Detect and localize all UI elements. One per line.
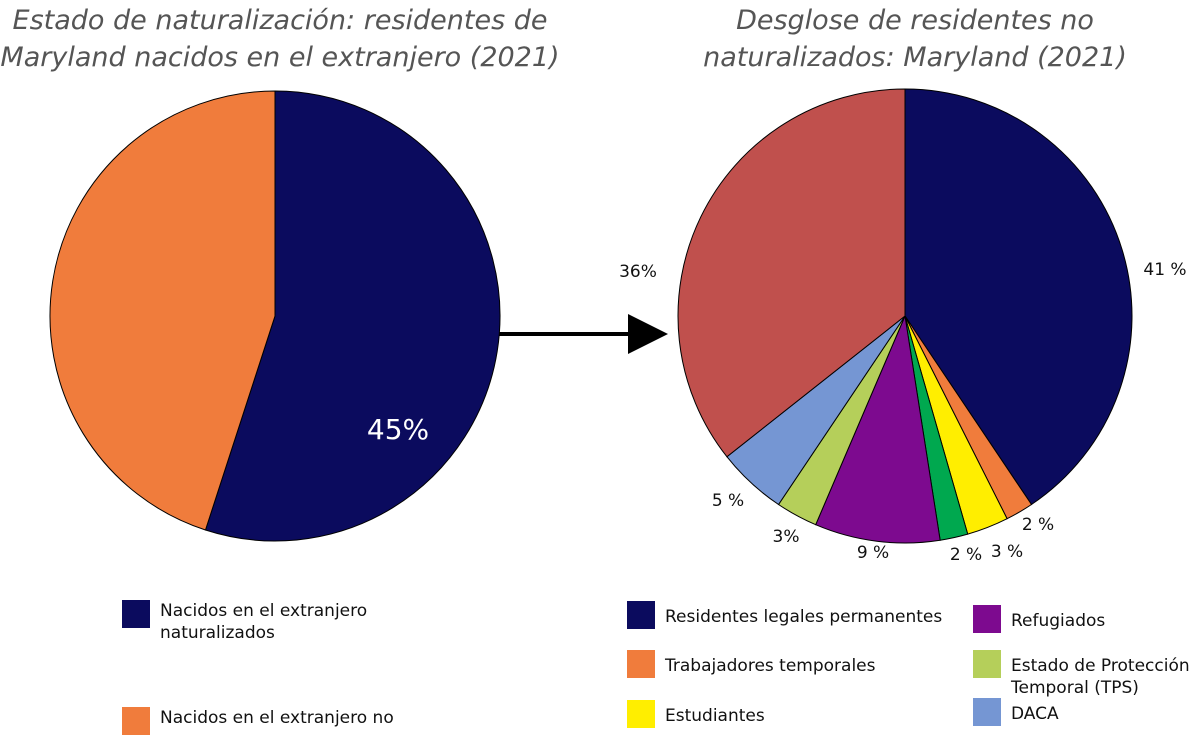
legend-swatch	[627, 601, 655, 629]
data-label: 45%	[367, 413, 429, 446]
data-label: 9 %	[857, 543, 889, 563]
legend-item: Estudiantes	[627, 700, 995, 728]
chart-title: Desglose de residentes no naturalizados:…	[703, 5, 1127, 73]
data-label: 3 %	[991, 542, 1023, 562]
data-label: 5 %	[712, 491, 744, 511]
legend-swatch	[627, 650, 655, 678]
data-label: 3%	[773, 527, 800, 547]
legend-item: Estado de Protección Temporal (TPS)	[973, 650, 1200, 699]
legend-swatch	[973, 650, 1001, 678]
data-label: 36%	[619, 262, 657, 282]
legend-swatch	[122, 600, 150, 628]
legend-item: Trabajadores temporales	[627, 650, 995, 678]
pie-slice	[204, 90, 501, 542]
legend-label: DACA	[1011, 704, 1059, 724]
legend-label: Residentes legales permanentes	[665, 607, 943, 627]
legend-label: Nacidos en el extranjero naturalizados	[160, 601, 368, 643]
legend-item: Nacidos en el extranjero naturalizados	[122, 600, 420, 644]
data-label: 2 %	[1022, 515, 1054, 535]
legend-label: Estudiantes	[665, 706, 765, 726]
chart-title: Estado de naturalización: residentes de …	[0, 5, 560, 73]
legend-label: Refugiados	[1011, 611, 1106, 631]
legend-swatch	[973, 605, 1001, 633]
legend-label: Nacidos en el extranjero no	[160, 708, 394, 728]
legend-item: Residentes legales permanentes	[627, 601, 995, 629]
legend-swatch	[627, 700, 655, 728]
legend-swatch	[122, 707, 150, 735]
pie-slice	[904, 88, 1133, 506]
legend-swatch	[973, 698, 1001, 726]
data-label: 2 %	[950, 545, 982, 565]
pie-slice	[49, 90, 276, 531]
legend-item: DACA	[973, 698, 1200, 726]
pie-slice	[815, 314, 941, 544]
legend-item: Nacidos en el extranjero no	[122, 707, 440, 735]
pie-slice	[677, 88, 906, 458]
legend-item: Refugiados	[973, 605, 1200, 633]
legend-label: Estado de Protección Temporal (TPS)	[1011, 656, 1190, 698]
data-label: 41 %	[1143, 260, 1186, 280]
legend-label: Trabajadores temporales	[665, 656, 876, 676]
